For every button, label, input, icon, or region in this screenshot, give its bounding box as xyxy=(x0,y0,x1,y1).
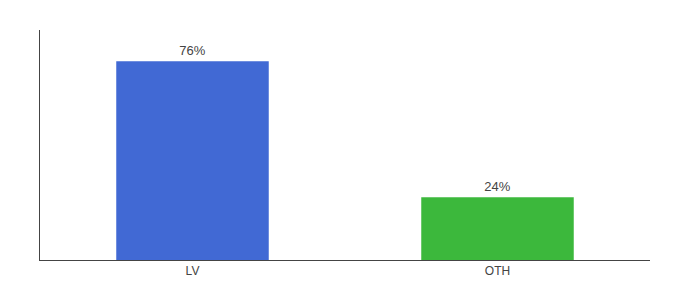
svg-text:LV: LV xyxy=(186,264,200,278)
svg-text:24%: 24% xyxy=(484,179,510,194)
svg-text:76%: 76% xyxy=(179,43,205,58)
svg-text:OTH: OTH xyxy=(485,264,510,278)
